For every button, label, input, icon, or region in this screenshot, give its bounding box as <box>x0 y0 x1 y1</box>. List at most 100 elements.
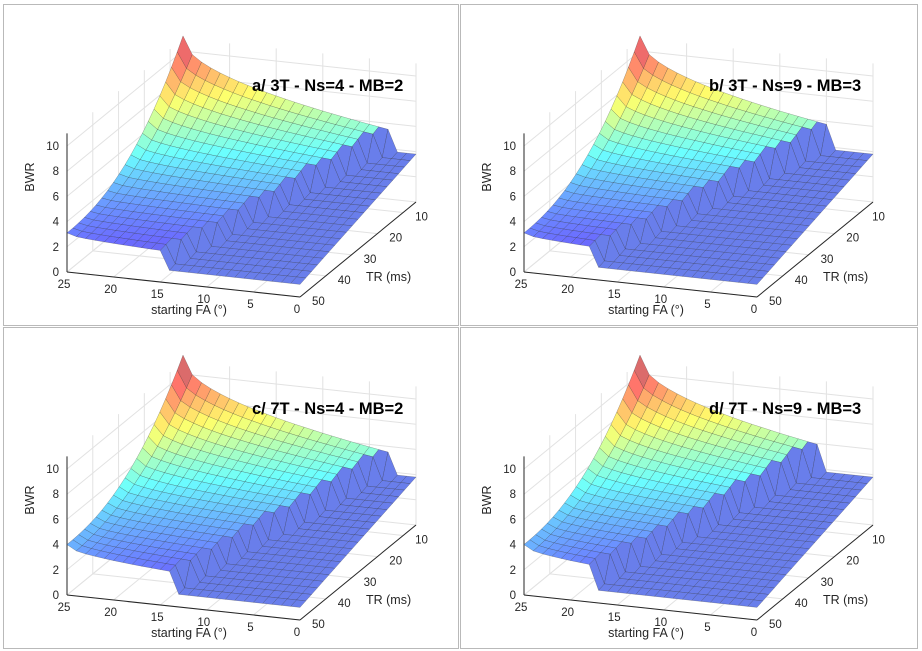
x-tick: 0 <box>294 304 300 316</box>
panel-title: b/ 3T - Ns=9 - MB=3 <box>709 77 861 95</box>
z-tick: 10 <box>46 464 59 476</box>
x-axis-label: starting FA (°) <box>608 303 684 317</box>
y-tick: 10 <box>872 535 885 547</box>
x-tick: 15 <box>608 612 621 624</box>
x-tick: 25 <box>515 279 528 291</box>
z-axis-label: BWR <box>480 485 494 514</box>
surface-mesh <box>523 354 874 608</box>
z-tick: 2 <box>510 242 516 254</box>
surface-facet <box>290 276 307 285</box>
y-axis-label: TR (ms) <box>366 593 411 607</box>
y-tick: 50 <box>769 619 782 631</box>
x-tick: 20 <box>104 284 117 296</box>
y-tick: 40 <box>795 275 808 287</box>
panel-title: c/ 7T - Ns=4 - MB=2 <box>252 400 403 418</box>
z-tick: 4 <box>53 217 60 229</box>
y-tick: 10 <box>415 535 428 547</box>
y-tick: 10 <box>415 212 428 224</box>
y-axis-label: TR (ms) <box>823 270 868 284</box>
z-tick: 2 <box>53 565 59 577</box>
z-tick: 2 <box>53 242 59 254</box>
y-tick: 20 <box>389 233 402 245</box>
x-tick: 15 <box>151 289 164 301</box>
x-axis-line <box>66 271 301 298</box>
y-axis-label: TR (ms) <box>823 593 868 607</box>
y-tick: 50 <box>312 619 325 631</box>
y-tick: 30 <box>821 254 834 266</box>
x-tick: 0 <box>751 627 757 639</box>
z-tick: 0 <box>510 267 516 279</box>
z-tick: 4 <box>510 217 517 229</box>
x-tick: 10 <box>654 617 667 629</box>
z-tick: 6 <box>510 514 516 526</box>
z-tick: 4 <box>510 540 517 552</box>
z-axis-label: BWR <box>23 162 37 191</box>
surface-mesh <box>66 35 417 285</box>
x-tick: 20 <box>561 284 574 296</box>
chart-panel-b: 25 20 15 10 5 0 10 20 30 40 50 0 2 4 6 8… <box>460 4 918 326</box>
surface-mesh <box>523 35 874 285</box>
x-tick: 25 <box>58 602 71 614</box>
z-tick: 10 <box>503 464 516 476</box>
chart-panel-d: 25 20 15 10 5 0 10 20 30 40 50 0 2 4 6 8… <box>460 327 918 649</box>
x-tick: 15 <box>151 612 164 624</box>
y-tick: 30 <box>364 577 377 589</box>
y-tick: 40 <box>338 598 351 610</box>
y-tick: 30 <box>821 577 834 589</box>
x-tick: 25 <box>58 279 71 291</box>
tick-labels: 25 20 15 10 5 0 10 20 30 40 50 0 2 4 6 8… <box>503 141 885 316</box>
x-tick: 10 <box>197 617 210 629</box>
z-tick: 0 <box>53 590 59 602</box>
y-axis-line <box>756 201 874 298</box>
panel-title: a/ 3T - Ns=4 - MB=2 <box>252 77 403 95</box>
x-tick: 0 <box>294 627 300 639</box>
y-tick: 20 <box>846 556 859 568</box>
y-tick: 40 <box>338 275 351 287</box>
z-tick: 8 <box>510 489 516 501</box>
x-tick: 15 <box>608 289 621 301</box>
y-tick: 30 <box>364 254 377 266</box>
z-tick: 0 <box>510 590 516 602</box>
y-tick: 10 <box>872 212 885 224</box>
x-tick: 5 <box>704 622 710 634</box>
y-tick: 40 <box>795 598 808 610</box>
x-axis-line <box>66 594 301 621</box>
z-axis-label: BWR <box>23 485 37 514</box>
x-axis-label: starting FA (°) <box>151 303 227 317</box>
x-tick: 20 <box>561 607 574 619</box>
chart-panel-a: 25 20 15 10 5 0 10 20 30 40 50 0 2 4 6 8… <box>3 4 459 326</box>
surface-plot-b: 25 20 15 10 5 0 10 20 30 40 50 0 2 4 6 8… <box>480 35 885 317</box>
surface-plot-d: 25 20 15 10 5 0 10 20 30 40 50 0 2 4 6 8… <box>480 354 885 640</box>
x-axis-line <box>523 271 758 298</box>
x-tick: 5 <box>247 622 253 634</box>
z-tick: 8 <box>510 166 516 178</box>
z-tick: 4 <box>53 540 60 552</box>
y-axis-label: TR (ms) <box>366 270 411 284</box>
x-axis-line <box>523 594 758 621</box>
y-tick: 20 <box>846 233 859 245</box>
surface-facet <box>747 276 764 285</box>
z-tick: 6 <box>53 514 59 526</box>
tick-labels: 25 20 15 10 5 0 10 20 30 40 50 0 2 4 6 8… <box>503 464 885 639</box>
z-tick: 6 <box>510 191 516 203</box>
y-axis-line <box>299 524 417 621</box>
y-axis-line <box>756 524 874 621</box>
surface-facet <box>290 599 307 608</box>
z-tick: 8 <box>53 489 59 501</box>
x-tick: 10 <box>197 294 210 306</box>
tick-labels: 25 20 15 10 5 0 10 20 30 40 50 0 2 4 6 8… <box>46 141 428 316</box>
surface-mesh <box>66 354 417 608</box>
x-axis-label: starting FA (°) <box>151 626 227 640</box>
x-axis-label: starting FA (°) <box>608 626 684 640</box>
z-tick: 6 <box>53 191 59 203</box>
y-tick: 20 <box>389 556 402 568</box>
surface-facet <box>747 599 764 608</box>
x-tick: 5 <box>704 299 710 311</box>
y-axis-line <box>299 201 417 298</box>
y-tick: 50 <box>312 296 325 308</box>
z-tick: 10 <box>46 141 59 153</box>
z-tick: 0 <box>53 267 59 279</box>
surface-plot-a: 25 20 15 10 5 0 10 20 30 40 50 0 2 4 6 8… <box>23 35 428 317</box>
z-tick: 10 <box>503 141 516 153</box>
x-tick: 25 <box>515 602 528 614</box>
